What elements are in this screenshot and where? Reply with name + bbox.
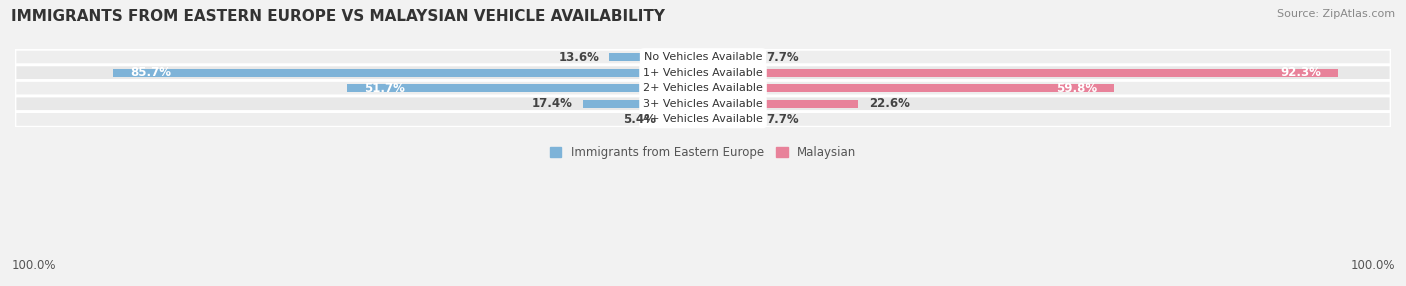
Bar [703, 84, 1115, 92]
Bar [114, 69, 703, 77]
Text: 17.4%: 17.4% [531, 97, 574, 110]
Bar [703, 100, 859, 108]
Text: 85.7%: 85.7% [131, 66, 172, 79]
Bar [666, 115, 703, 124]
Text: 5.4%: 5.4% [623, 113, 655, 126]
Bar [583, 100, 703, 108]
Text: 7.7%: 7.7% [766, 51, 799, 63]
FancyBboxPatch shape [15, 80, 1391, 96]
FancyBboxPatch shape [15, 65, 1391, 80]
Text: 13.6%: 13.6% [558, 51, 599, 63]
Text: 51.7%: 51.7% [364, 82, 405, 95]
Text: Source: ZipAtlas.com: Source: ZipAtlas.com [1277, 9, 1395, 19]
Bar [703, 53, 756, 61]
FancyBboxPatch shape [15, 49, 1391, 65]
FancyBboxPatch shape [15, 112, 1391, 127]
Text: 3+ Vehicles Available: 3+ Vehicles Available [643, 99, 763, 109]
Text: 92.3%: 92.3% [1279, 66, 1320, 79]
Text: 2+ Vehicles Available: 2+ Vehicles Available [643, 83, 763, 93]
Text: 7.7%: 7.7% [766, 113, 799, 126]
FancyBboxPatch shape [15, 96, 1391, 112]
Text: 4+ Vehicles Available: 4+ Vehicles Available [643, 114, 763, 124]
Text: 100.0%: 100.0% [11, 259, 56, 272]
Text: 22.6%: 22.6% [869, 97, 910, 110]
Legend: Immigrants from Eastern Europe, Malaysian: Immigrants from Eastern Europe, Malaysia… [546, 142, 860, 164]
Bar [609, 53, 703, 61]
Bar [703, 69, 1339, 77]
Bar [347, 84, 703, 92]
Text: 1+ Vehicles Available: 1+ Vehicles Available [643, 68, 763, 78]
Text: 100.0%: 100.0% [1350, 259, 1395, 272]
Text: No Vehicles Available: No Vehicles Available [644, 52, 762, 62]
Text: 59.8%: 59.8% [1056, 82, 1097, 95]
Text: IMMIGRANTS FROM EASTERN EUROPE VS MALAYSIAN VEHICLE AVAILABILITY: IMMIGRANTS FROM EASTERN EUROPE VS MALAYS… [11, 9, 665, 23]
Bar [703, 115, 756, 124]
